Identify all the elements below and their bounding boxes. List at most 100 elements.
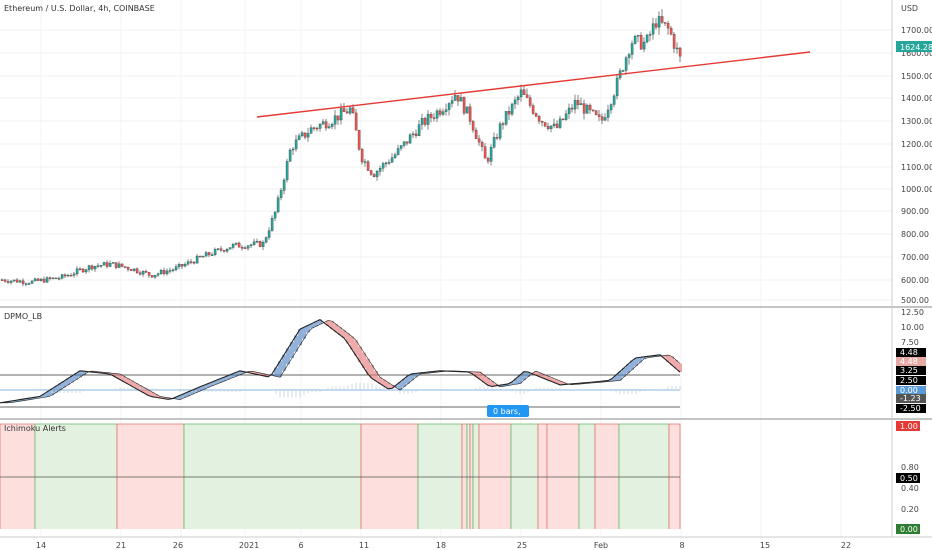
candle-body — [3, 279, 7, 282]
ichimoku-title[interactable]: Ichimoku Alerts — [4, 424, 66, 433]
candle-body — [507, 111, 511, 115]
candle-body — [336, 115, 340, 121]
time-tick: 22 — [841, 541, 851, 550]
bearish-zone — [538, 424, 547, 529]
dpmo-tick: 10.00 — [901, 323, 924, 332]
candle-body — [156, 273, 160, 276]
price-axis[interactable]: 1700.00 1600.00 1500.00 1400.00 1300.00 … — [901, 26, 932, 305]
candle-body — [72, 273, 76, 276]
candle-body — [282, 179, 286, 191]
candle-body — [168, 270, 172, 272]
candle-body — [387, 162, 391, 164]
candle-body — [483, 146, 487, 159]
candle-body — [357, 130, 361, 150]
candle-body — [447, 103, 451, 110]
candle-body — [480, 141, 484, 147]
candle-body — [585, 104, 589, 114]
candle-body — [165, 270, 169, 275]
last-price-tag — [896, 41, 932, 52]
candle-body — [375, 171, 379, 177]
ichimoku-alert-fills — [0, 423, 681, 529]
candle-body — [642, 41, 646, 50]
bearish-zone — [479, 424, 511, 529]
candle-body — [204, 252, 208, 257]
candle-body — [537, 116, 541, 122]
dpmo-title[interactable]: DPMO_LB — [4, 312, 42, 321]
bearish-zone — [117, 424, 184, 529]
candle-body — [345, 111, 349, 114]
dpmo-value-tag-text: 4.48 — [900, 348, 918, 357]
candle-body — [381, 163, 385, 169]
candle-body — [402, 141, 406, 146]
candle-body — [516, 96, 520, 101]
ichimoku-tick: 0.80 — [901, 463, 919, 472]
candle-body — [132, 268, 136, 271]
candle-body — [255, 241, 259, 243]
dpmo-value-tags: 4.484.483.252.500.00-1.23-2.50 — [896, 348, 926, 413]
time-axis[interactable]: 14 21 26 2021 6 11 18 25 Feb 8 15 22 — [36, 541, 851, 550]
candle-body — [252, 241, 256, 245]
candle-body — [582, 103, 586, 114]
price-tick: 1600.00 — [901, 49, 932, 58]
candle-body — [141, 271, 145, 275]
candle-body — [312, 127, 316, 129]
candle-body — [363, 161, 367, 163]
candle-body — [171, 269, 175, 271]
candle-body — [366, 161, 370, 171]
candle-body — [360, 149, 364, 163]
ichimoku-value-tag-text: 0.50 — [900, 474, 918, 483]
candle-body — [24, 283, 28, 285]
candle-body — [600, 116, 604, 121]
ascending-trendline[interactable] — [256, 51, 811, 118]
symbol-title[interactable]: Ethereum / U.S. Dollar, 4h, COINBASE — [4, 4, 155, 13]
candle-body — [675, 47, 679, 50]
dpmo-value-tag-text: 4.48 — [900, 357, 918, 366]
candle-body — [261, 242, 265, 247]
candle-body — [288, 149, 292, 162]
candle-body — [654, 23, 658, 28]
candle-body — [420, 118, 424, 125]
ichimoku-value-tag-text: 0.00 — [900, 525, 918, 534]
candle-body — [636, 35, 640, 37]
candle-body — [192, 261, 196, 264]
candle-body — [651, 23, 655, 35]
price-tick: 800.00 — [901, 230, 929, 239]
candle-body — [303, 132, 307, 138]
candle-body — [546, 125, 550, 130]
candle-body — [453, 95, 457, 101]
candle-body — [612, 95, 616, 105]
candle-body — [444, 109, 448, 112]
dpmo-axis[interactable]: 12.50 10.00 7.50 — [901, 308, 924, 347]
candle-body — [69, 274, 73, 277]
candle-body — [39, 278, 43, 281]
candle-body — [666, 23, 670, 29]
candle-body — [528, 97, 532, 106]
candle-body — [369, 170, 373, 175]
candle-body — [486, 158, 490, 162]
candle-body — [81, 268, 85, 273]
dpmo-line — [0, 318, 681, 404]
candle-body — [93, 265, 97, 270]
candle-body — [60, 274, 64, 279]
candle-body — [471, 121, 475, 131]
candle-body — [33, 278, 37, 282]
candle-body — [576, 100, 580, 106]
candle-body — [489, 147, 493, 162]
price-tick: 700.00 — [901, 253, 929, 262]
dpmo-value-tag — [896, 394, 926, 403]
candle-body — [30, 280, 34, 284]
candle-body — [18, 280, 22, 283]
candle-body — [147, 272, 151, 276]
dpmo-value-tag-text: 0.00 — [900, 386, 918, 395]
bearish-zone — [470, 424, 473, 529]
ichimoku-axis[interactable]: 0.80 0.40 0.20 — [901, 463, 919, 514]
candle-body — [291, 148, 295, 151]
candle-body — [450, 100, 454, 104]
candle-body — [672, 34, 676, 49]
dpmo-tick: 12.50 — [901, 308, 924, 317]
candle-body — [66, 274, 70, 277]
candle-body — [195, 255, 199, 264]
candle-body — [207, 252, 211, 256]
candle-body — [111, 262, 115, 264]
